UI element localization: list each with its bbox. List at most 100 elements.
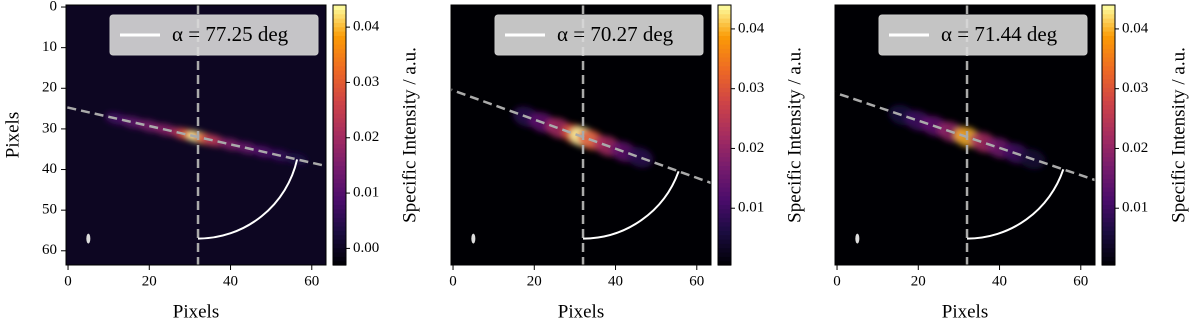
axis-line [835, 91, 1095, 182]
colorbar-tick-label: 0.00 [353, 240, 379, 256]
colorbar-slice [333, 152, 346, 158]
colorbar-slice [718, 139, 731, 145]
colorbar-slice [1102, 256, 1115, 262]
colorbar-slice [333, 122, 346, 127]
colorbar-slice [1102, 104, 1115, 110]
colorbar-slice [718, 78, 731, 84]
colorbar-slice [1102, 130, 1115, 136]
colorbar-slice [718, 156, 731, 162]
colorbar-slice [1102, 260, 1115, 266]
colorbar-slice [1102, 221, 1115, 227]
colorbar-slice [1102, 87, 1115, 93]
colorbar-slice [333, 57, 346, 62]
colorbar-slice [1102, 100, 1115, 106]
colorbar-slice [333, 39, 346, 45]
colorbar-slice [333, 156, 346, 162]
colorbar-slice [1102, 78, 1115, 84]
x-tick-label: 60 [689, 273, 704, 289]
colorbar-slice [718, 91, 731, 97]
colorbar-slice [1102, 208, 1115, 214]
colorbar-slice [333, 174, 346, 179]
colorbar-slice [333, 48, 346, 54]
colorbar-tick-label: 0.03 [1122, 80, 1148, 96]
x-tick-label: 60 [1073, 273, 1088, 289]
colorbar-slice [718, 152, 731, 158]
x-tick-label: 0 [449, 273, 457, 289]
colorbar-slice [333, 26, 346, 32]
colorbar-slice [333, 22, 346, 28]
colorbar-slice [1102, 96, 1115, 101]
colorbar-label: Specific Intensity / a.u. [1168, 47, 1189, 223]
colorbar-slice [718, 57, 731, 62]
y-tick-label: 40 [42, 161, 57, 177]
colorbar-slice [718, 9, 731, 15]
colorbar-slice [333, 74, 346, 80]
y-tick-label: 30 [42, 120, 57, 136]
colorbar-frame [717, 4, 732, 266]
colorbar-slice [1102, 174, 1115, 179]
colorbar-slice [1102, 182, 1115, 188]
colorbar-slice [1102, 83, 1115, 88]
colorbar-slice [718, 182, 731, 188]
colorbar-slice [1102, 165, 1115, 171]
colorbar-slice [718, 230, 731, 236]
colorbar-tick-label: 0.04 [1122, 20, 1149, 36]
axis-line [66, 105, 326, 168]
angle-arc [967, 169, 1065, 240]
colorbar-slice [718, 104, 731, 110]
colorbar-slice [1102, 65, 1115, 71]
colorbar-slice [333, 109, 346, 114]
frame [65, 4, 327, 266]
colorbar-slice [333, 234, 346, 240]
colorbar-slice [333, 130, 346, 136]
colorbar-slice [718, 39, 731, 45]
colorbar-slice [333, 113, 346, 119]
x-axis-label: Pixels [942, 301, 988, 322]
colorbar-slice [1102, 217, 1115, 223]
x-axis-label: Pixels [558, 301, 604, 322]
colorbar-slice [333, 169, 346, 175]
colorbar-slice [718, 260, 731, 266]
y-tick-label: 0 [50, 0, 58, 14]
colorbar-slice [1102, 9, 1115, 15]
colorbar-slice [333, 161, 346, 166]
angle-arc [583, 170, 680, 240]
x-tick-label: 0 [833, 273, 841, 289]
colorbar-slice [1102, 122, 1115, 127]
colorbar-slice [718, 22, 731, 28]
colorbar-slice [718, 148, 731, 153]
colorbar-slice [333, 143, 346, 149]
colorbar-slice [333, 65, 346, 71]
colorbar-slice [718, 204, 731, 210]
colorbar-slice [718, 5, 731, 10]
colorbar-slice [718, 83, 731, 88]
colorbar-slice [1102, 195, 1115, 201]
legend-label: α = 70.27 deg [557, 22, 674, 46]
colorbar-slice [1102, 230, 1115, 236]
colorbar-slice [333, 252, 346, 257]
x-tick-label: 20 [527, 273, 542, 289]
colorbar-slice [1102, 226, 1115, 231]
legend-label: α = 71.44 deg [941, 22, 1058, 46]
y-tick-label: 10 [42, 39, 57, 55]
colorbar-slice [718, 13, 731, 19]
colorbar-slice [718, 208, 731, 214]
colorbar-slice [333, 100, 346, 106]
colorbar-slice [718, 239, 731, 244]
colorbar-slice [718, 48, 731, 54]
colorbar-slice [1102, 61, 1115, 67]
colorbar-slice [333, 239, 346, 244]
colorbar-slice [1102, 191, 1115, 197]
colorbar-slice [718, 169, 731, 175]
colorbar-slice [1102, 113, 1115, 119]
colorbar-slice [1102, 52, 1115, 58]
panel: α = 77.25 deg 0 20 40 60 0 10 20 30 40 50 60 Pixels P… [2, 0, 420, 322]
colorbar-slice [718, 217, 731, 223]
x-tick-label: 0 [64, 273, 72, 289]
colorbar-slice [718, 65, 731, 71]
colorbar-slice [333, 247, 346, 253]
x-tick-label: 40 [608, 273, 623, 289]
legend-box [878, 14, 1088, 56]
colorbar-slice [1102, 135, 1115, 140]
colorbar-tick-label: 0.03 [353, 74, 379, 90]
